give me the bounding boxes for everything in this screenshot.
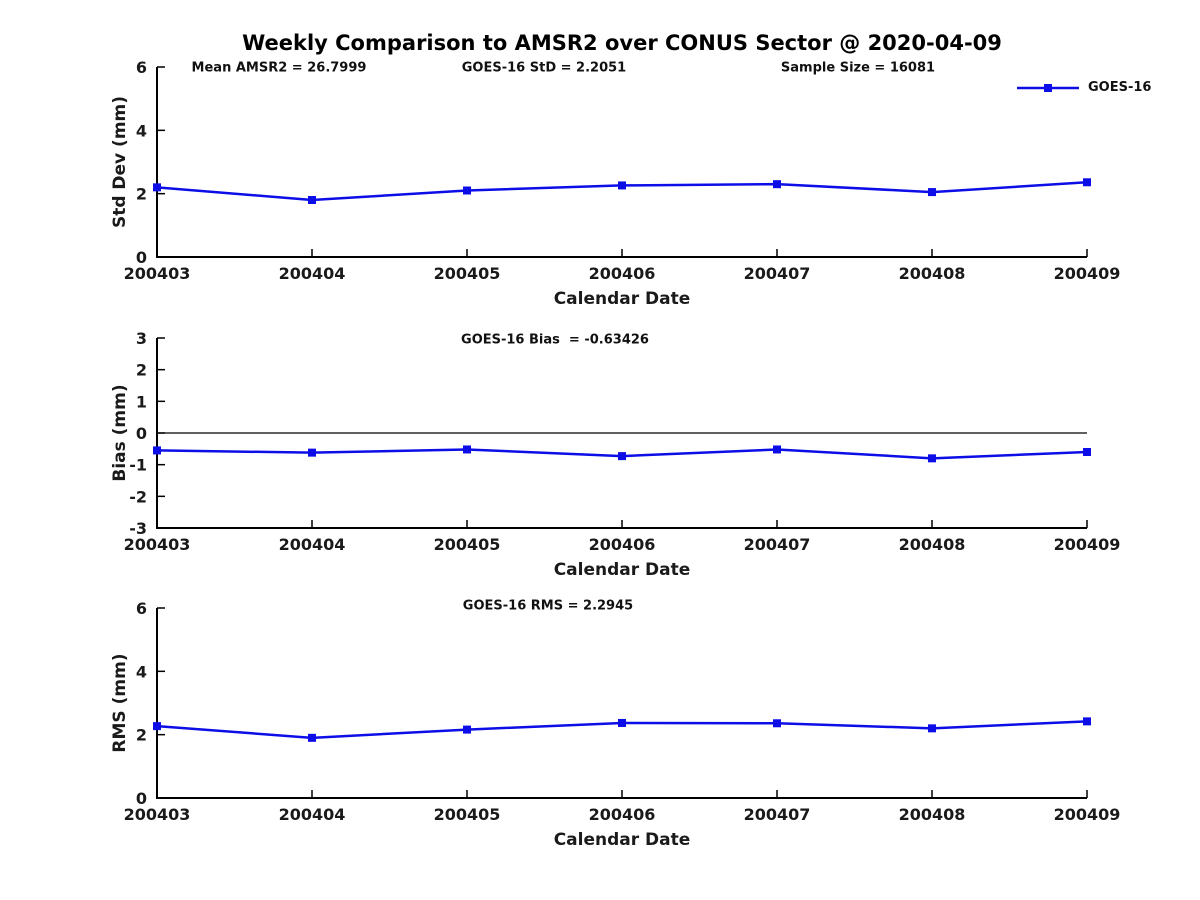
data-point-marker: [153, 446, 161, 455]
xlabel-calendar-date-3: Calendar Date: [553, 830, 691, 850]
x-tick-label: 200409: [1054, 264, 1121, 283]
data-point-marker: [463, 725, 471, 734]
x-tick-label: 200403: [124, 805, 191, 824]
x-tick-label: 200408: [899, 264, 966, 283]
y-tick-label: 0: [136, 248, 147, 267]
x-tick-label: 200404: [279, 535, 346, 554]
data-point-marker: [308, 196, 316, 204]
data-point-marker: [928, 724, 936, 733]
data-point-marker: [773, 180, 781, 189]
y-tick-label: 4: [136, 662, 147, 681]
data-point-marker: [618, 718, 626, 727]
annotation-sample-size: Sample Size = 16081: [780, 60, 936, 76]
y-tick-label: 6: [136, 58, 147, 77]
y-tick-label: 6: [136, 599, 147, 618]
legend-series-label: GOES-16: [1088, 80, 1152, 95]
data-point-marker: [773, 719, 781, 728]
y-tick-label: -3: [129, 519, 147, 538]
data-point-marker: [1083, 448, 1091, 456]
y-tick-label: 0: [136, 789, 147, 808]
x-tick-label: 200406: [589, 535, 656, 554]
x-tick-label: 200404: [279, 264, 346, 283]
y-tick-label: 0: [136, 424, 147, 443]
annotation-goes16-std: GOES-16 StD = 2.2051: [461, 60, 627, 76]
xlabel-calendar-date-2: Calendar Date: [553, 560, 691, 580]
y-tick-label: 1: [136, 392, 147, 411]
x-tick-label: 200403: [124, 264, 191, 283]
x-tick-label: 200407: [744, 535, 811, 554]
annotation-goes16-rms: GOES-16 RMS = 2.2945: [462, 598, 634, 614]
legend-line-marker-icon: [1017, 83, 1079, 92]
y-tick-label: 2: [136, 361, 147, 380]
y-tick-label: -2: [129, 487, 147, 506]
data-point-marker: [928, 188, 936, 197]
x-tick-label: 200405: [434, 535, 501, 554]
x-tick-label: 200407: [744, 264, 811, 283]
bias-subplot: -3 -2 -1 0 1 2 3 200403 200404 200405 200406 200407…: [124, 329, 1121, 554]
x-tick-label: 200409: [1054, 805, 1121, 824]
data-point-marker: [618, 181, 626, 190]
x-tick-label: 200409: [1054, 535, 1121, 554]
data-point-marker: [618, 452, 626, 461]
x-tick-label: 200407: [744, 805, 811, 824]
annotation-mean-amsr2: Mean AMSR2 = 26.7999: [191, 60, 367, 76]
x-tick-label: 200408: [899, 805, 966, 824]
data-point-marker: [463, 186, 471, 195]
y-tick-label: 2: [136, 726, 147, 745]
x-tick-label: 200403: [124, 535, 191, 554]
data-point-marker: [308, 733, 316, 742]
legend: GOES-16: [1016, 80, 1151, 95]
x-tick-label: 200406: [589, 264, 656, 283]
annotation-goes16-bias: GOES-16 Bias = -0.63426: [461, 332, 649, 348]
data-point-marker: [153, 183, 161, 192]
y-tick-label: 4: [136, 121, 147, 140]
data-point-marker: [773, 445, 781, 454]
x-tick-label: 200408: [899, 535, 966, 554]
xlabel-calendar-date-1: Calendar Date: [553, 289, 691, 309]
y-tick-label: 3: [136, 329, 147, 348]
std-dev-subplot: 0 2 4 6 200403 200404 200405 200406 200407 200408…: [124, 58, 1121, 283]
data-point-marker: [308, 448, 316, 457]
data-point-marker: [153, 722, 161, 731]
x-tick-label: 200405: [434, 805, 501, 824]
figure-title: Weekly Comparison to AMSR2 over CONUS Se…: [242, 31, 1002, 55]
data-point-marker: [1083, 178, 1091, 187]
x-tick-label: 200404: [279, 805, 346, 824]
y-tick-label: -1: [129, 456, 147, 475]
y-tick-label: 2: [136, 185, 147, 204]
data-point-marker: [1083, 717, 1091, 726]
data-point-marker: [463, 445, 471, 454]
data-point-marker: [928, 454, 936, 463]
x-tick-label: 200405: [434, 264, 501, 283]
rms-subplot: 0 2 4 6 200403 200404 200405 200406 200407 200408…: [124, 599, 1121, 824]
x-tick-label: 200406: [589, 805, 656, 824]
